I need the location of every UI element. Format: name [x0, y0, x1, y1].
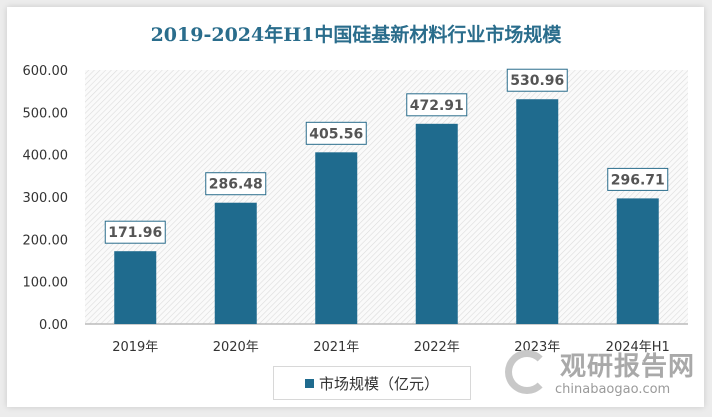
data-label-box [305, 121, 367, 145]
data-label-box [104, 220, 166, 244]
watermark-logo-icon [505, 350, 549, 394]
data-label: 171.96 [108, 225, 162, 241]
x-tick-label: 2021年 [313, 340, 359, 355]
bar [114, 251, 157, 324]
watermark-en: chinabaogao.com [555, 382, 671, 397]
chart-title: 2019-2024年H1中国硅基新材料行业市场规模 [150, 24, 562, 46]
bar [415, 123, 458, 325]
data-label-box [607, 167, 669, 191]
y-tick-label: 500.00 [23, 106, 69, 121]
y-tick-label: 600.00 [23, 64, 69, 79]
x-tick-label: 2019年 [112, 340, 158, 355]
bar [516, 99, 559, 325]
x-tick-label: 2020年 [213, 340, 259, 355]
plot-area [85, 70, 688, 324]
data-label: 472.91 [410, 98, 464, 114]
y-tick-label: 300.00 [23, 191, 69, 206]
legend: 市场规模（亿元） [273, 366, 471, 400]
data-label-box [406, 93, 468, 117]
data-label: 296.71 [611, 172, 665, 188]
x-tick-label: 2024年H1 [606, 340, 670, 355]
legend-label: 市场规模（亿元） [318, 374, 439, 393]
data-label-box [205, 172, 267, 196]
data-label: 530.96 [510, 73, 564, 89]
data-label: 286.48 [209, 177, 263, 193]
x-tick-label: 2022年 [414, 340, 460, 355]
data-label-box [506, 68, 568, 92]
y-tick-label: 400.00 [23, 149, 69, 164]
y-tick-label: 0.00 [39, 318, 68, 333]
watermark-cn: 观研报告网 [560, 352, 696, 382]
bar [214, 202, 257, 324]
bar [315, 152, 358, 324]
bar [616, 198, 659, 324]
y-tick-label: 100.00 [23, 276, 69, 291]
legend-swatch [304, 378, 314, 388]
data-label: 405.56 [309, 126, 363, 142]
y-tick-label: 200.00 [23, 233, 69, 248]
